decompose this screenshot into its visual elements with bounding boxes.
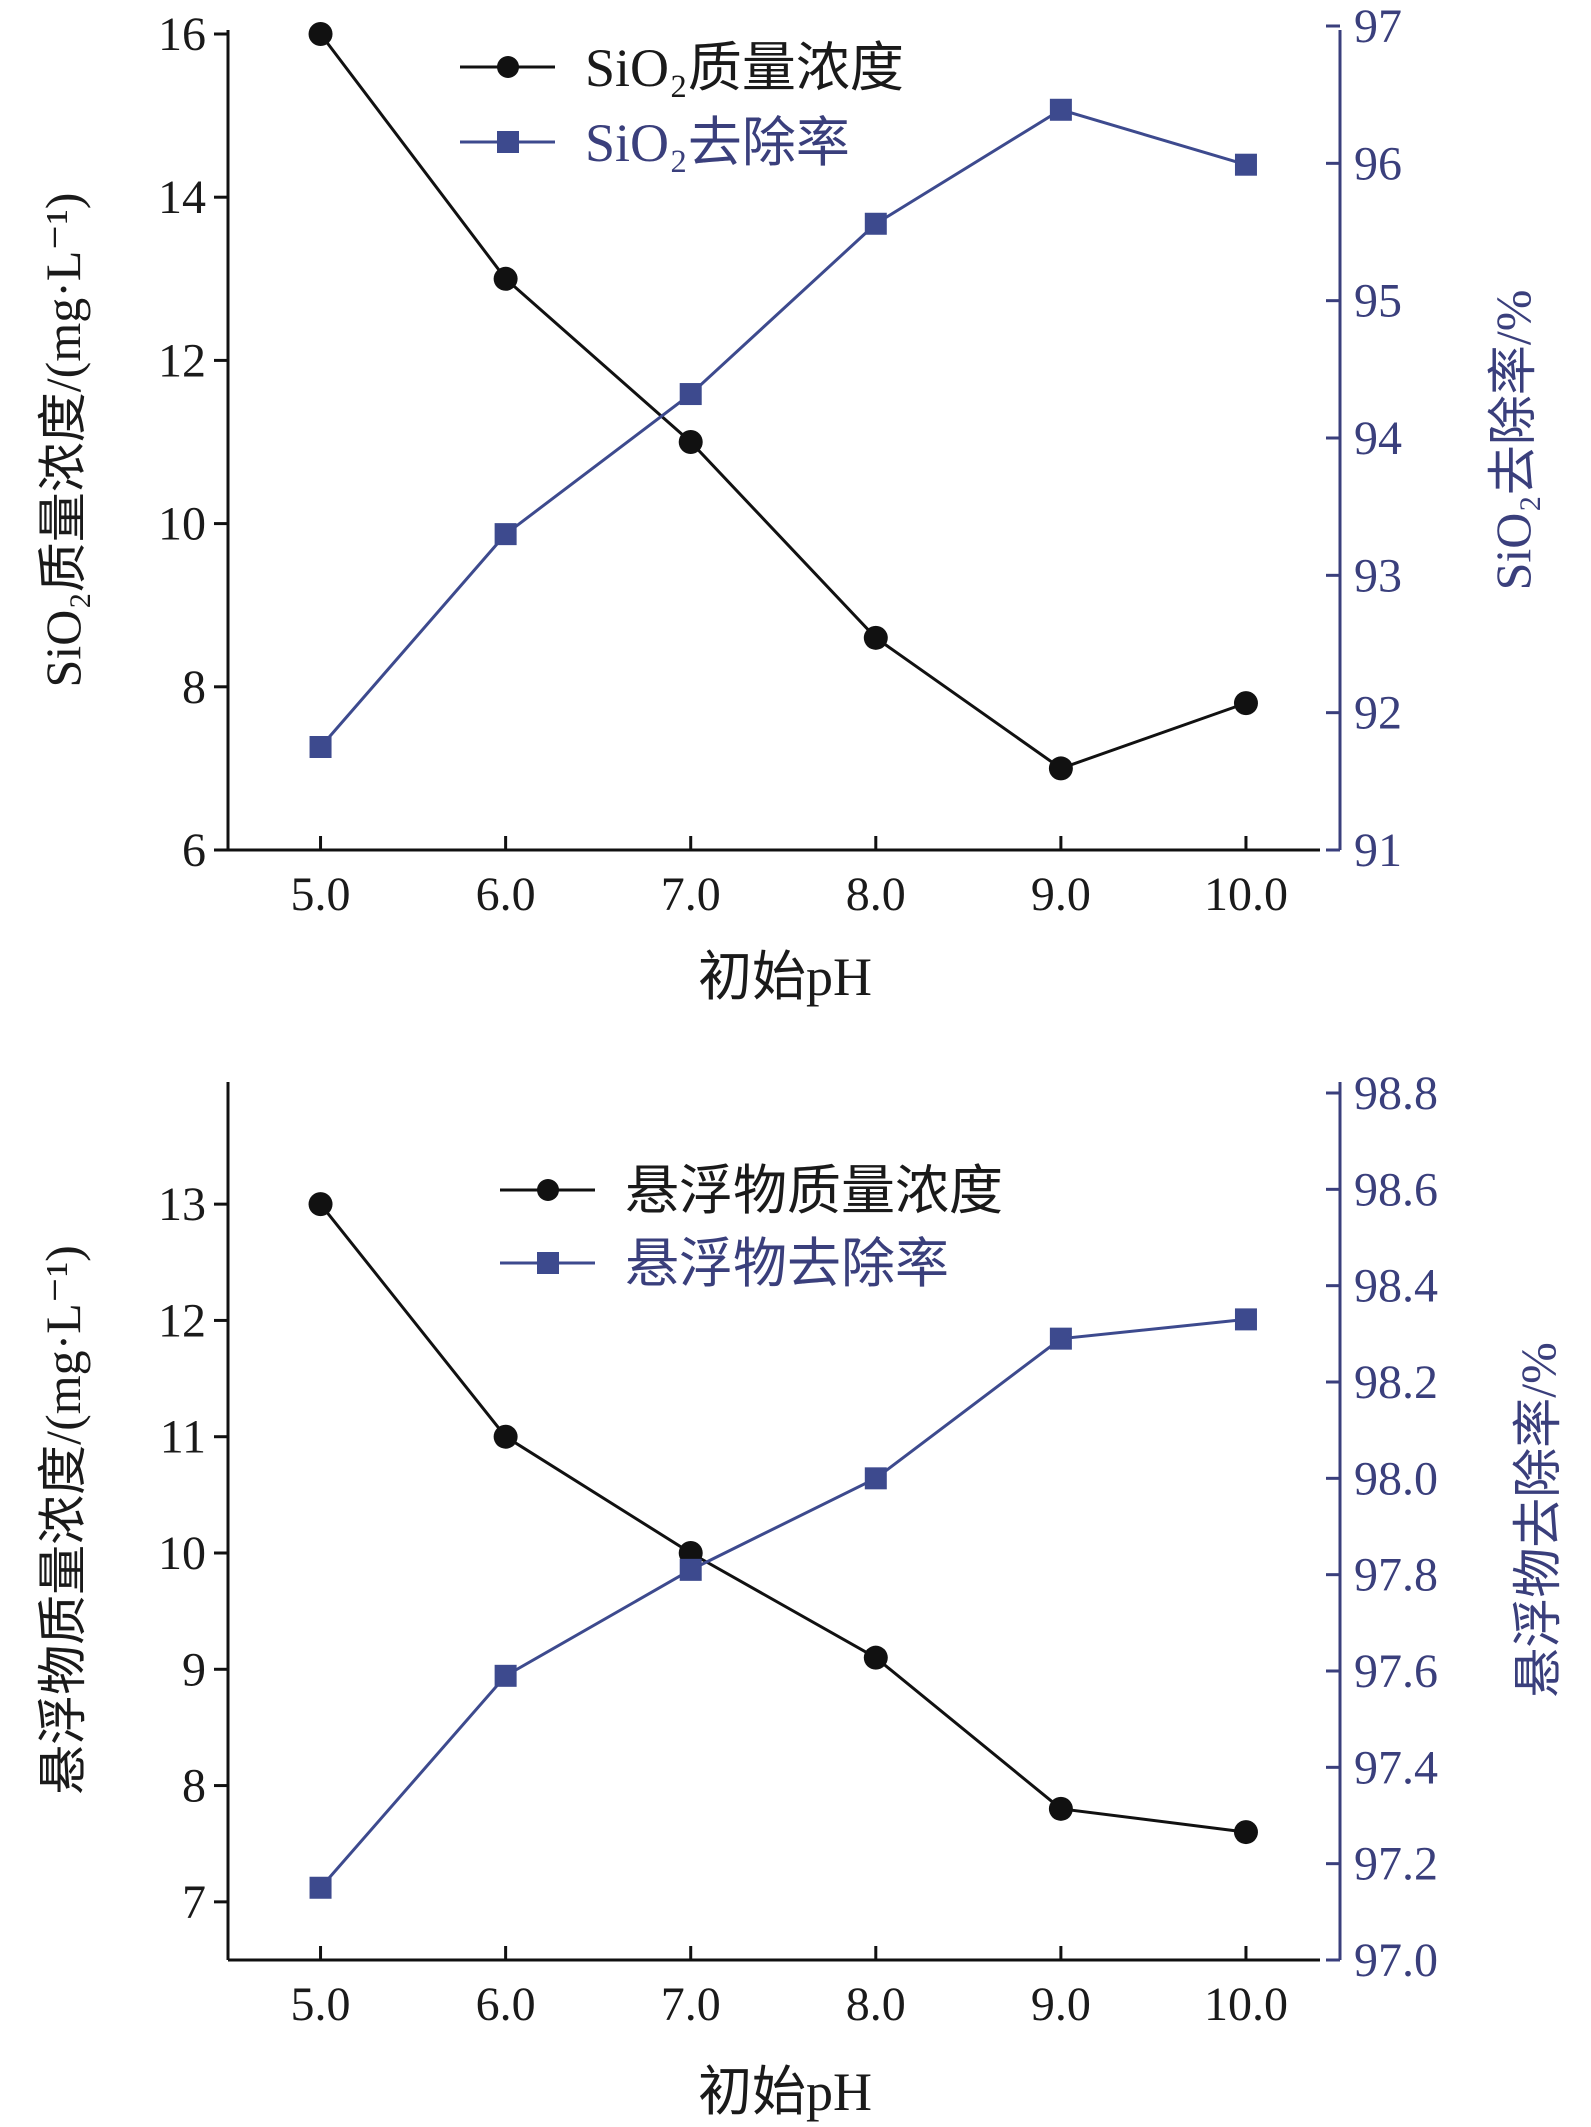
data-point-circle xyxy=(863,1645,888,1670)
series-line-1 xyxy=(319,108,1247,748)
data-point-square xyxy=(309,736,332,758)
right-tick-label: 93 xyxy=(1354,549,1402,602)
x-tick-label: 7.0 xyxy=(661,1978,721,2031)
x-tick-label: 7.0 xyxy=(661,868,721,921)
right-tick-label: 97.0 xyxy=(1354,1934,1438,1987)
data-point-square xyxy=(494,1664,517,1687)
data-point-square xyxy=(309,1876,332,1899)
legend-marker-square xyxy=(537,1252,559,1274)
x-axis-label: 初始pH xyxy=(698,947,872,1007)
right-tick-label: 98.8 xyxy=(1354,1067,1438,1120)
left-tick-label: 7 xyxy=(182,1876,206,1929)
left-tick-label: 11 xyxy=(160,1411,206,1464)
data-point-square xyxy=(864,212,887,235)
right-tick-label: 97.6 xyxy=(1354,1645,1438,1698)
data-point-circle xyxy=(493,1424,518,1449)
right-tick-label: 98.6 xyxy=(1354,1163,1438,1216)
data-point-circle xyxy=(863,625,888,650)
x-tick-label: 8.0 xyxy=(846,868,906,921)
left-tick-label: 6 xyxy=(182,824,206,877)
x-tick-label: 8.0 xyxy=(846,1978,906,2031)
x-tick-label: 9.0 xyxy=(1031,1978,1091,2031)
data-point-circle xyxy=(308,22,333,46)
right-tick-label: 97.8 xyxy=(1354,1549,1438,1602)
legend-marker-circle xyxy=(537,1179,559,1201)
right-tick-label: 94 xyxy=(1354,412,1402,465)
data-point-circle xyxy=(493,266,518,291)
left-tick-label: 12 xyxy=(158,334,206,387)
data-point-square xyxy=(679,383,702,406)
right-tick-label: 91 xyxy=(1354,824,1402,877)
right-tick-label: 98.4 xyxy=(1354,1260,1438,1313)
x-tick-label: 10.0 xyxy=(1204,1978,1288,2031)
data-point-square xyxy=(1049,98,1072,121)
legend-label-removal: SiO₂去除率 xyxy=(585,113,850,173)
legend-marker-circle xyxy=(497,56,519,78)
data-point-square xyxy=(864,1467,887,1490)
right-tick-label: 97 xyxy=(1354,0,1402,53)
left-tick-label: 13 xyxy=(158,1178,206,1231)
left-tick-label: 8 xyxy=(182,661,206,714)
left-tick-label: 14 xyxy=(158,171,206,224)
data-point-square xyxy=(1234,153,1257,176)
left-tick-label: 8 xyxy=(182,1760,206,1813)
series-line-0 xyxy=(319,1203,1247,1834)
data-point-circle xyxy=(678,430,703,454)
left-y-axis-label: 悬浮物质量浓度/(mg·L⁻¹) xyxy=(35,1245,91,1795)
legend: 悬浮物质量浓度 悬浮物去除率 xyxy=(500,1161,1003,1294)
data-point-square xyxy=(1049,1327,1072,1350)
x-tick-label: 6.0 xyxy=(476,868,536,921)
left-y-axis-label: SiO₂质量浓度/(mg·L⁻¹) xyxy=(35,193,91,688)
x-tick-label: 5.0 xyxy=(291,1978,351,2031)
right-tick-label: 98.0 xyxy=(1354,1452,1438,1505)
left-tick-label: 16 xyxy=(158,8,206,61)
data-point-square xyxy=(1234,1308,1257,1331)
legend: SiO₂质量浓度 SiO₂去除率 xyxy=(460,38,904,173)
right-y-axis-label: SiO₂去除率/% xyxy=(1485,290,1541,591)
x-tick-label: 9.0 xyxy=(1031,868,1091,921)
legend-label-concentration: 悬浮物质量浓度 xyxy=(625,1161,1003,1221)
right-tick-label: 97.2 xyxy=(1354,1838,1438,1891)
x-tick-label: 5.0 xyxy=(291,868,351,921)
right-tick-label: 96 xyxy=(1354,137,1402,190)
right-tick-label: 95 xyxy=(1354,275,1402,328)
right-tick-label: 92 xyxy=(1354,687,1402,740)
legend-label-removal: 悬浮物去除率 xyxy=(625,1234,949,1294)
left-tick-label: 10 xyxy=(158,498,206,551)
legend-label-concentration: SiO₂质量浓度 xyxy=(585,38,904,98)
x-tick-label: 10.0 xyxy=(1204,868,1288,921)
series-line-1 xyxy=(319,1317,1247,1889)
data-point-circle xyxy=(1233,691,1258,716)
series-line-0 xyxy=(319,33,1247,771)
data-point-circle xyxy=(1048,1796,1073,1821)
legend-marker-square xyxy=(497,131,519,153)
left-tick-label: 12 xyxy=(158,1294,206,1347)
x-tick-label: 6.0 xyxy=(476,1978,536,2031)
data-point-circle xyxy=(308,1192,333,1217)
right-y-axis-label: 悬浮物去除率/% xyxy=(1510,1342,1566,1698)
sio2-chart: 6 8 10 12 14 16 91 92 93 94 95 96 97 5.0 6.0 7.0 8.0 9.… xyxy=(35,0,1541,1007)
left-tick-label: 9 xyxy=(182,1643,206,1696)
data-point-circle xyxy=(1233,1820,1258,1845)
data-point-square xyxy=(494,523,517,546)
data-point-circle xyxy=(1048,756,1073,781)
right-tick-label: 98.2 xyxy=(1354,1356,1438,1409)
x-axis-label: 初始pH xyxy=(698,2062,872,2122)
suspended-solids-chart: 7 8 9 10 11 12 13 97.0 97.2 97.4 97.6 97.8 98.0 98.2… xyxy=(35,1067,1566,2122)
data-point-square xyxy=(679,1558,702,1581)
left-tick-label: 10 xyxy=(158,1527,206,1580)
right-tick-label: 97.4 xyxy=(1354,1741,1438,1794)
